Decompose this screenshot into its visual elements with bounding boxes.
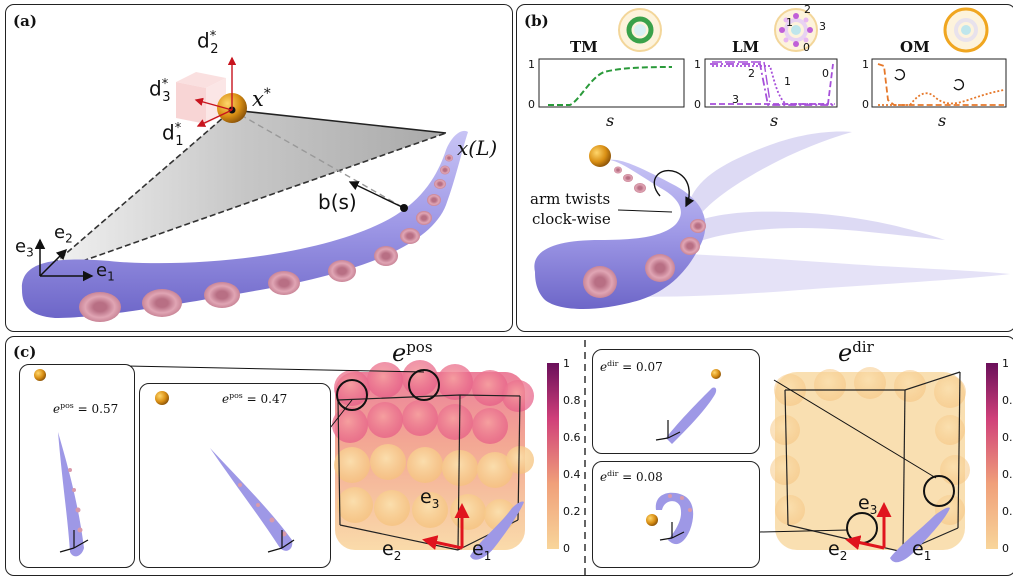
om-mode-icon — [943, 7, 989, 53]
lm-plot — [704, 58, 838, 108]
dir-cb-tick-0: 0 — [1002, 542, 1009, 555]
lm-icon-label-2: 2 — [804, 3, 811, 16]
target-orientation-cube — [176, 72, 226, 124]
panel-b-drawing — [534, 7, 1010, 309]
dir-inset-2-value: edir = 0.08 — [600, 469, 663, 484]
dir-cb-tick-06: 0.6 — [1002, 431, 1013, 444]
tm-mode-icon — [618, 8, 662, 52]
lm-curve-label-1: 1 — [784, 75, 791, 88]
ghost-arm-1 — [690, 131, 852, 215]
tm-xlabel: s — [606, 111, 615, 130]
e1-label-a: e1 — [96, 260, 115, 284]
reach-triangle — [40, 110, 446, 276]
e3-label-a: e3 — [15, 236, 34, 260]
om-xlabel: s — [938, 111, 947, 130]
lm-ytick-0: 0 — [694, 98, 701, 111]
pos-colorbar — [547, 363, 559, 549]
dir-inset-1 — [592, 349, 760, 454]
om-title: OM — [900, 38, 930, 56]
pos-cube — [332, 360, 534, 560]
panel-b — [516, 4, 1013, 332]
e1-label-pos: e1 — [472, 538, 492, 563]
pos-cb-tick-08: 0.8 — [563, 394, 581, 407]
panel-a-label: (a) — [13, 12, 37, 30]
e1-label-dir: e1 — [912, 538, 932, 563]
dir-cube-title: edir — [838, 338, 874, 367]
lm-mode-icon — [774, 8, 818, 52]
tm-title: TM — [570, 38, 598, 56]
dir-cb-tick-04: 0.4 — [1002, 468, 1013, 481]
lm-curve-label-3: 3 — [732, 93, 739, 106]
panel-a-drawing — [21, 56, 469, 322]
e2-label-dir: e2 — [828, 538, 848, 563]
e3-label-pos: e3 — [420, 486, 440, 511]
e2-label-a: e2 — [54, 222, 73, 246]
tm-ytick-0: 0 — [528, 98, 535, 111]
panel-a — [5, 4, 513, 332]
panel-c-drawing — [75, 340, 998, 576]
tip-label: x(L) — [457, 136, 498, 160]
pos-inset-2-value: epos = 0.47 — [222, 391, 288, 406]
d2-label: d*2 — [197, 28, 219, 57]
e3-label-dir: e3 — [858, 492, 878, 517]
dir-cb-tick-1: 1 — [1002, 357, 1009, 370]
panel-c-label: (c) — [13, 343, 37, 361]
pos-cb-tick-04: 0.4 — [563, 468, 581, 481]
target-ball-b — [589, 145, 611, 167]
dir-cube — [770, 367, 970, 563]
lm-icon-label-0: 0 — [803, 41, 810, 54]
lm-xlabel: s — [770, 111, 779, 130]
om-plot — [871, 58, 1007, 108]
lm-title: LM — [732, 38, 760, 56]
dir-inset-2 — [592, 461, 760, 568]
twist-annotation-line2: clock-wise — [532, 210, 611, 228]
pos-cb-tick-02: 0.2 — [563, 505, 581, 518]
dir-cb-tick-02: 0.2 — [1002, 505, 1013, 518]
lm-curve-label-0: 0 — [822, 67, 829, 80]
om-ytick-0: 0 — [862, 98, 869, 111]
lm-icon-label-1: 1 — [786, 16, 793, 29]
d3-label: d*3 — [149, 76, 171, 105]
pos-cb-tick-0: 0 — [563, 542, 570, 555]
b-s-label: b(s) — [318, 190, 357, 214]
d1-label: d*1 — [162, 120, 184, 149]
pos-cube-title: epos — [392, 338, 433, 367]
arm-body-a — [21, 130, 469, 318]
tm-ytick-1: 1 — [528, 58, 535, 71]
pos-cb-tick-06: 0.6 — [563, 431, 581, 444]
om-ytick-1: 1 — [862, 58, 869, 71]
tm-plot — [538, 58, 685, 108]
lm-ytick-1: 1 — [694, 58, 701, 71]
e2-label-pos: e2 — [382, 538, 402, 563]
dir-colorbar — [986, 363, 998, 549]
arm-suckers-b — [583, 166, 706, 298]
dir-inset-1-value: edir = 0.07 — [600, 359, 663, 374]
dir-cb-tick-08: 0.8 — [1002, 394, 1013, 407]
twist-annotation-line1: arm twists — [530, 190, 611, 208]
pos-inset-1-value: epos = 0.57 — [53, 401, 119, 416]
lm-curve-label-2: 2 — [748, 67, 755, 80]
pos-cb-tick-1: 1 — [563, 357, 570, 370]
arm-suckers-a — [79, 154, 453, 322]
lm-icon-label-3: 3 — [819, 20, 826, 33]
panel-b-label: (b) — [524, 12, 549, 30]
x-star-label: x* — [252, 86, 271, 111]
ghost-arm-2 — [680, 211, 945, 245]
